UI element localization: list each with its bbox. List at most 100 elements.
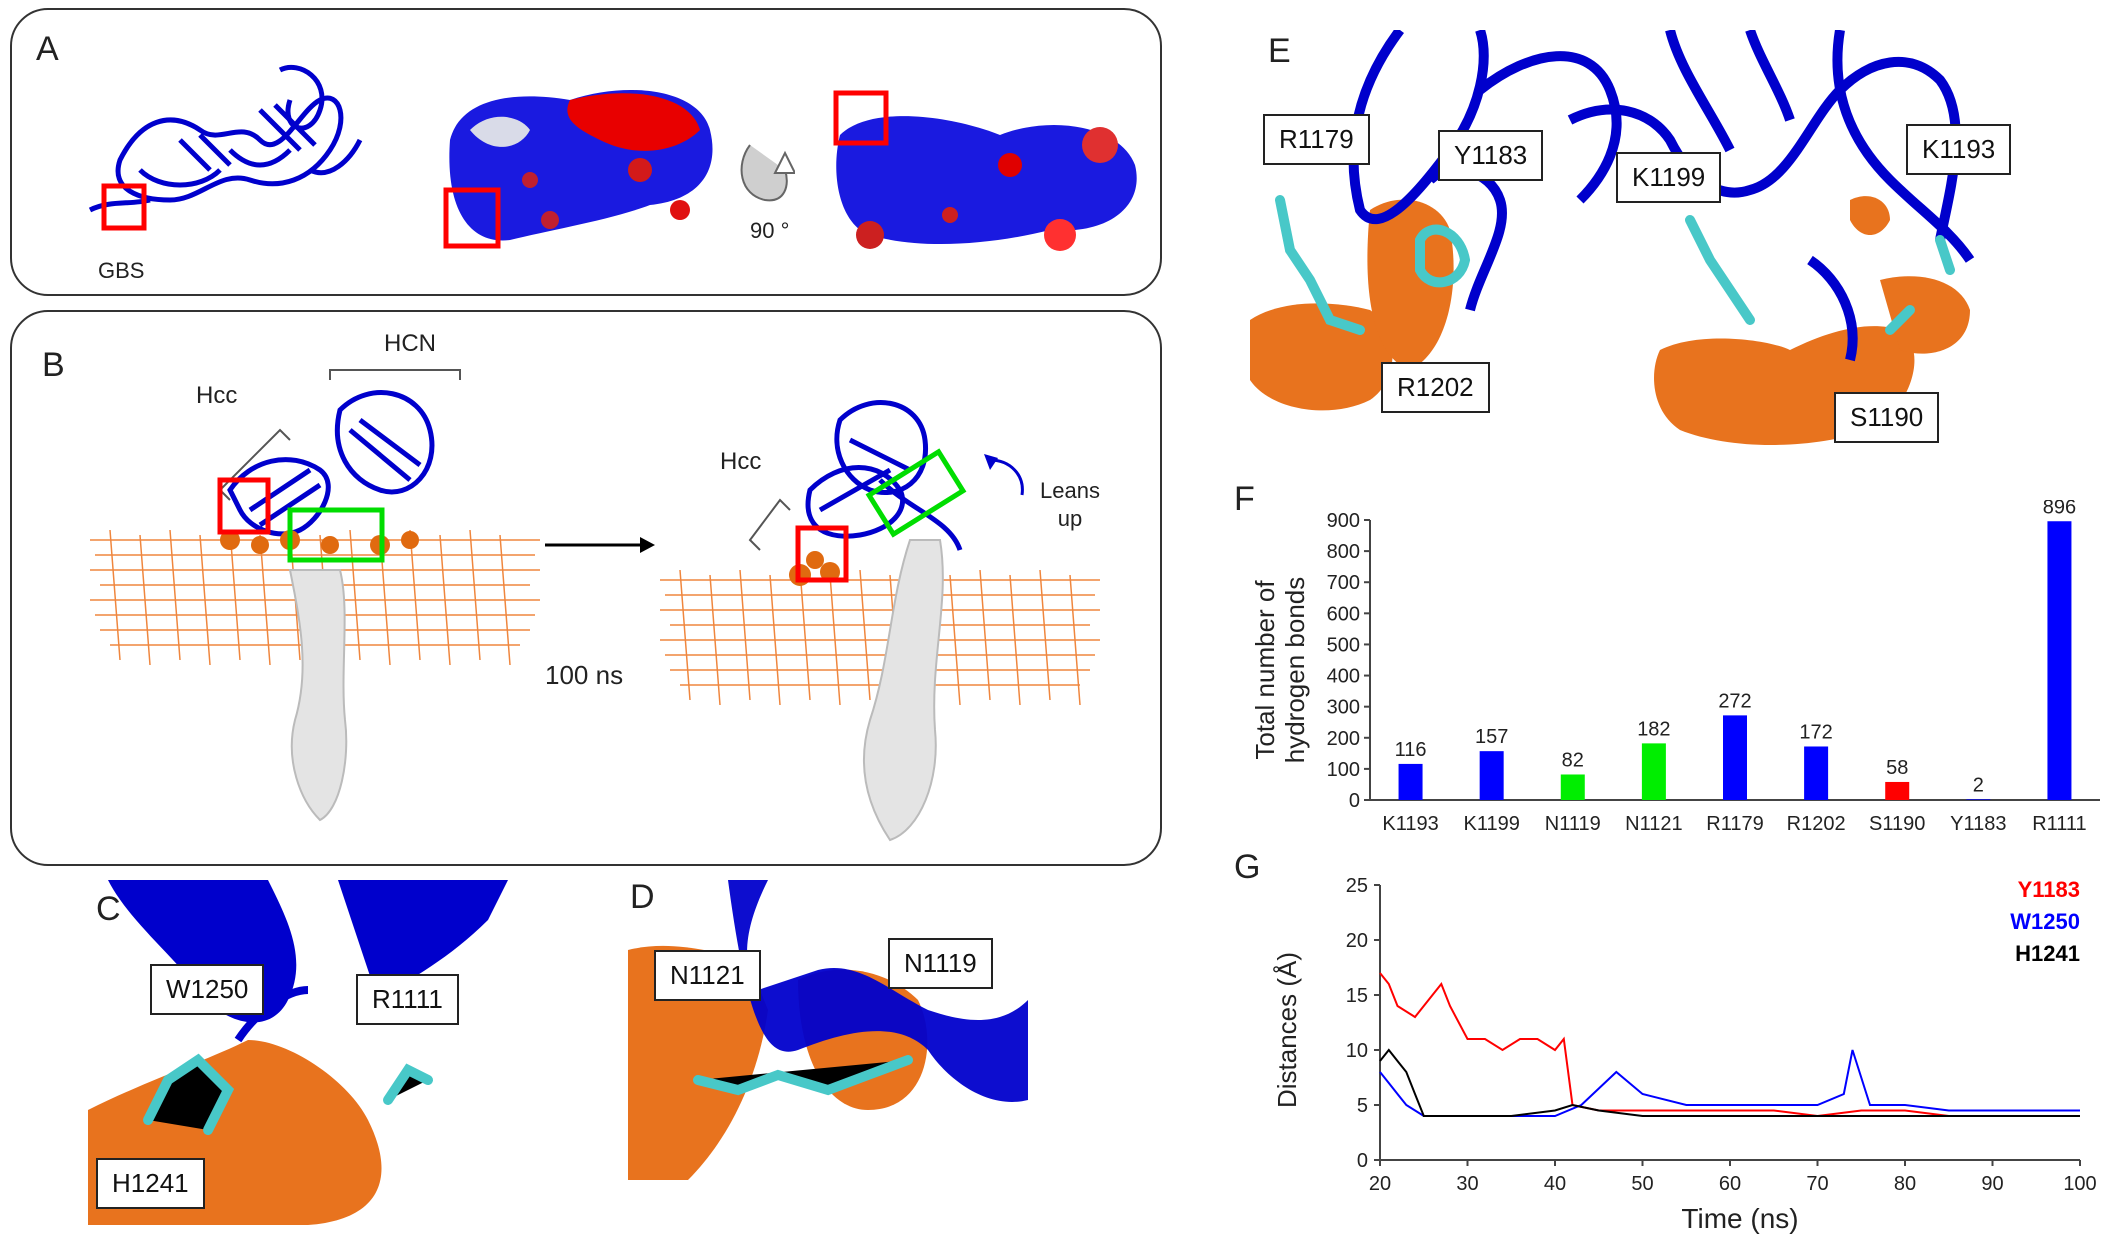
label-r1179: R1179 bbox=[1263, 114, 1370, 165]
label-s1190: S1190 bbox=[1834, 392, 1940, 443]
line-chart-xtick-label: 60 bbox=[1719, 1173, 1741, 1195]
bar-value-label: 58 bbox=[1886, 757, 1908, 779]
bar-chart-ytick-label: 900 bbox=[1327, 510, 1360, 532]
gbs-rotated-box bbox=[833, 90, 889, 146]
line-chart-xtick-label: 20 bbox=[1369, 1173, 1391, 1195]
bar-chart-ylabel-line1: Total number of bbox=[1250, 580, 1280, 760]
bar-chart-ytick-label: 800 bbox=[1327, 541, 1360, 563]
bar-y1183 bbox=[1966, 799, 1991, 800]
leans-up-label: Leans up bbox=[1040, 478, 1100, 531]
series-line-h1241 bbox=[1379, 1048, 2080, 1117]
bar-r1202 bbox=[1804, 746, 1829, 800]
rotation-arrow-icon bbox=[740, 144, 795, 202]
bar-value-label: 82 bbox=[1562, 749, 1584, 771]
line-chart-legend: Y1183 W1250 H1241 bbox=[2010, 877, 2080, 966]
bar-n1121 bbox=[1641, 743, 1666, 800]
panel-a-surface-image bbox=[443, 90, 713, 249]
bar-category-label: K1199 bbox=[1463, 813, 1519, 835]
panel-g-letter: G bbox=[1234, 848, 1261, 886]
bar-category-label: R1179 bbox=[1706, 813, 1763, 835]
bar-value-label: 272 bbox=[1718, 690, 1751, 712]
bar-chart-ytick-label: 0 bbox=[1349, 790, 1360, 812]
line-chart-xtick-label: 90 bbox=[1981, 1173, 2003, 1195]
bar-value-label: 896 bbox=[2043, 500, 2076, 518]
panel-e-letter: E bbox=[1268, 32, 1291, 70]
line-chart-xtick-label: 100 bbox=[2063, 1173, 2096, 1195]
bar-chart-ytick-label: 200 bbox=[1327, 728, 1360, 750]
line-chart-xlabel: Time (ns) bbox=[1681, 1203, 1798, 1234]
panel-f-letter: F bbox=[1234, 480, 1255, 518]
line-chart-ytick-label: 20 bbox=[1346, 930, 1368, 952]
bar-category-label: S1190 bbox=[1869, 813, 1925, 835]
line-chart-ytick-label: 25 bbox=[1346, 875, 1368, 897]
gbs-label: GBS bbox=[98, 258, 145, 283]
gbs-surface-box bbox=[443, 187, 501, 249]
bar-chart-ytick-label: 500 bbox=[1327, 634, 1360, 656]
line-chart-ytick-label: 15 bbox=[1346, 985, 1368, 1007]
bar-chart-ytick-label: 600 bbox=[1327, 603, 1360, 625]
label-h1241: H1241 bbox=[96, 1158, 205, 1209]
panel-a-ribbon-image bbox=[88, 64, 363, 231]
bar-r1111 bbox=[2047, 521, 2072, 800]
rotation-label: 90 ° bbox=[750, 218, 790, 243]
line-chart-ylabel: Distances (Å) bbox=[1272, 952, 1302, 1108]
label-k1199: K1199 bbox=[1616, 152, 1722, 203]
bar-value-label: 172 bbox=[1799, 721, 1832, 743]
bar-n1119 bbox=[1560, 774, 1585, 800]
bar-category-label: R1111 bbox=[2032, 813, 2086, 835]
bar-k1199 bbox=[1479, 751, 1504, 800]
bar-category-label: N1121 bbox=[1625, 813, 1682, 835]
bar-category-label: N1119 bbox=[1545, 813, 1601, 835]
hcc-label: Hcc bbox=[196, 382, 238, 409]
bar-k1193 bbox=[1398, 763, 1423, 800]
line-chart-ytick-label: 5 bbox=[1357, 1095, 1368, 1117]
legend-entry-y1183: Y1183 bbox=[2018, 877, 2080, 902]
series-line-y1183 bbox=[1379, 972, 2080, 1118]
time-label: 100 ns bbox=[545, 660, 624, 690]
bar-chart-ytick-label: 700 bbox=[1327, 572, 1360, 594]
legend-entry-h1241: H1241 bbox=[2015, 941, 2080, 966]
line-chart-series bbox=[1379, 972, 2080, 1118]
bar-category-label: R1202 bbox=[1787, 813, 1846, 835]
bar-chart-axes: 0 100 200 300 400 500 600 700 800 900 K1193 K1199 N1… bbox=[1327, 510, 2100, 835]
panel-b-left-structure-image bbox=[90, 369, 540, 822]
bar-chart-ylabel-line2: hydrogen bonds bbox=[1280, 577, 1310, 763]
line-chart-xtick-label: 50 bbox=[1631, 1173, 1653, 1195]
label-r1111: R1111 bbox=[356, 974, 459, 1025]
series-line-w1250 bbox=[1379, 1049, 2080, 1117]
bar-value-label: 116 bbox=[1395, 739, 1427, 761]
panel-d-image bbox=[628, 880, 1028, 1180]
panel-a-letter: A bbox=[36, 30, 59, 68]
bar-chart-ytick-label: 400 bbox=[1327, 666, 1360, 688]
label-y1183: Y1183 bbox=[1438, 130, 1544, 181]
time-arrow-icon bbox=[545, 537, 655, 553]
panel-a-rotated-surface-image bbox=[833, 90, 1137, 251]
legend-entry-w1250: W1250 bbox=[2010, 909, 2080, 934]
bar-chart-ytick-label: 300 bbox=[1327, 697, 1360, 719]
hbond-bar-chart: 0 100 200 300 400 500 600 700 800 900 K1193 K1199 N1… bbox=[1250, 500, 2100, 835]
distance-line-chart: 0 5 10 15 20 25 20 30 40 50 60 70 80 90 100 Y1183 W1250… bbox=[1272, 875, 2097, 1234]
line-chart-ytick-label: 10 bbox=[1346, 1040, 1368, 1062]
line-chart-xtick-label: 40 bbox=[1544, 1173, 1566, 1195]
panel-b-right-structure-image bbox=[660, 400, 1100, 842]
line-chart-ytick-label: 0 bbox=[1357, 1150, 1368, 1172]
panel-b-frame bbox=[10, 310, 1162, 866]
line-chart-axes: 0 5 10 15 20 25 20 30 40 50 60 70 80 90 100 bbox=[1346, 875, 2097, 1195]
hcn-label: HCN bbox=[384, 330, 436, 357]
bar-category-label: K1193 bbox=[1382, 813, 1438, 835]
bar-value-label: 182 bbox=[1637, 718, 1670, 740]
bar-chart-ytick-label: 100 bbox=[1327, 759, 1360, 781]
label-r1202: R1202 bbox=[1381, 362, 1490, 413]
label-n1121: N1121 bbox=[654, 950, 761, 1001]
gbs-highlight-box bbox=[101, 183, 147, 231]
panel-c-letter: C bbox=[96, 890, 121, 928]
panel-e-image bbox=[1250, 30, 1975, 445]
hcc-label-right: Hcc bbox=[720, 448, 762, 475]
label-k1193: K1193 bbox=[1906, 124, 2012, 175]
bar-category-label: Y1183 bbox=[1950, 813, 2006, 835]
panel-d-letter: D bbox=[630, 878, 655, 916]
line-chart-xtick-label: 70 bbox=[1806, 1173, 1828, 1195]
bar-r1179 bbox=[1723, 715, 1747, 800]
line-chart-xtick-label: 80 bbox=[1894, 1173, 1916, 1195]
bar-s1190 bbox=[1885, 781, 1910, 800]
